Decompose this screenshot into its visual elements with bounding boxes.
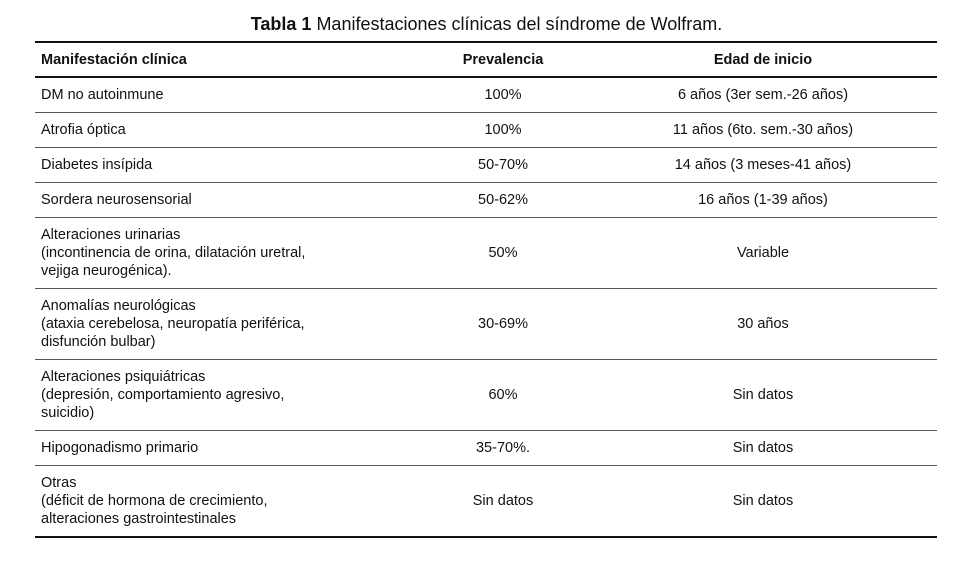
wolfram-manifestations-table: Manifestación clínica Prevalencia Edad d… bbox=[35, 41, 937, 538]
table-row: Otras (déficit de hormona de crecimiento… bbox=[35, 465, 937, 538]
header-prevalence: Prevalencia bbox=[462, 51, 544, 68]
cell-prevalence: 30-69% bbox=[417, 288, 589, 360]
cell-onset-age: Sin datos bbox=[589, 465, 937, 538]
table-row: Alteraciones urinarias (incontinencia de… bbox=[35, 217, 937, 289]
cell-manifestation: Anomalías neurológicas (ataxia cerebelos… bbox=[35, 288, 417, 360]
cell-onset-age: 14 años (3 meses-41 años) bbox=[589, 147, 937, 183]
table-caption-label: Tabla 1 bbox=[250, 14, 312, 34]
cell-manifestation: DM no autoinmune bbox=[35, 77, 417, 113]
cell-prevalence: 50% bbox=[417, 217, 589, 289]
cell-onset-age: 11 años (6to. sem.-30 años) bbox=[589, 112, 937, 148]
header-onset-age: Edad de inicio bbox=[713, 51, 813, 68]
cell-prevalence: 100% bbox=[417, 112, 589, 148]
cell-onset-age: 16 años (1-39 años) bbox=[589, 182, 937, 218]
table-row: Diabetes insípida 50-70% 14 años (3 mese… bbox=[35, 147, 937, 183]
cell-manifestation: Sordera neurosensorial bbox=[35, 182, 417, 218]
cell-prevalence: 50-62% bbox=[417, 182, 589, 218]
table-row: Hipogonadismo primario 35-70%. Sin datos bbox=[35, 430, 937, 466]
cell-prevalence: 100% bbox=[417, 77, 589, 113]
cell-manifestation: Atrofia óptica bbox=[35, 112, 417, 148]
cell-prevalence: Sin datos bbox=[417, 465, 589, 538]
cell-manifestation: Diabetes insípida bbox=[35, 147, 417, 183]
table-caption-text: Manifestaciones clínicas del síndrome de… bbox=[316, 14, 723, 34]
cell-prevalence: 35-70%. bbox=[417, 430, 589, 466]
cell-onset-age: Variable bbox=[589, 217, 937, 289]
table-row: DM no autoinmune 100% 6 años (3er sem.-2… bbox=[35, 77, 937, 113]
cell-prevalence: 60% bbox=[417, 359, 589, 431]
cell-onset-age: Sin datos bbox=[589, 430, 937, 466]
cell-manifestation: Alteraciones psiquiátricas (depresión, c… bbox=[35, 359, 417, 431]
table-caption: Tabla 1 Manifestaciones clínicas del sín… bbox=[0, 12, 973, 36]
cell-onset-age: 30 años bbox=[589, 288, 937, 360]
cell-manifestation: Otras (déficit de hormona de crecimiento… bbox=[35, 465, 417, 538]
cell-prevalence: 50-70% bbox=[417, 147, 589, 183]
cell-manifestation: Alteraciones urinarias (incontinencia de… bbox=[35, 217, 417, 289]
cell-onset-age: 6 años (3er sem.-26 años) bbox=[589, 77, 937, 113]
cell-onset-age: Sin datos bbox=[589, 359, 937, 431]
table-row: Anomalías neurológicas (ataxia cerebelos… bbox=[35, 288, 937, 360]
cell-manifestation: Hipogonadismo primario bbox=[35, 430, 417, 466]
table-row: Sordera neurosensorial 50-62% 16 años (1… bbox=[35, 182, 937, 218]
table-row: Alteraciones psiquiátricas (depresión, c… bbox=[35, 359, 937, 431]
table-header-row: Manifestación clínica Prevalencia Edad d… bbox=[35, 42, 937, 77]
table-row: Atrofia óptica 100% 11 años (6to. sem.-3… bbox=[35, 112, 937, 148]
header-manifestation: Manifestación clínica bbox=[41, 51, 187, 68]
